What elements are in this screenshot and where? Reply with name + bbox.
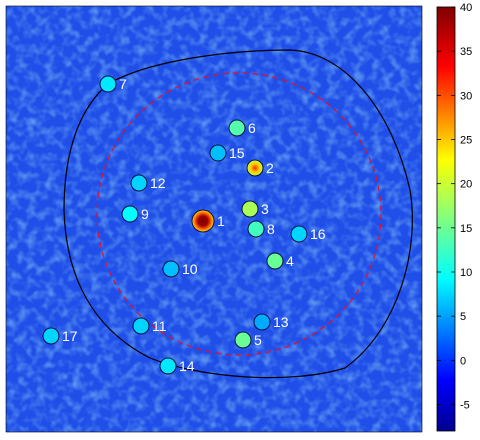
source-16: 16: [290, 225, 326, 243]
source-14-blob: [160, 358, 176, 374]
source-2-blob: [247, 160, 263, 176]
source-11-ring: [132, 317, 150, 335]
source-10-ring: [162, 260, 180, 278]
source-6-blob: [229, 120, 245, 136]
source-16-ring: [290, 225, 308, 243]
source-label-3: 3: [261, 201, 269, 217]
source-label-5: 5: [254, 332, 262, 348]
source-4-ring: [266, 252, 284, 270]
source-8-blob: [248, 221, 264, 237]
source-2: 2: [246, 159, 274, 177]
source-7: 7: [99, 75, 127, 93]
source-8: 8: [247, 220, 275, 238]
source-label-1: 1: [217, 213, 225, 229]
source-11-blob: [133, 318, 149, 334]
source-9-blob: [122, 206, 138, 222]
source-label-7: 7: [119, 76, 127, 92]
colorbar-tick-label: -5: [460, 400, 470, 412]
colorbar-tick-label: 40: [460, 2, 472, 14]
source-7-ring: [99, 75, 117, 93]
source-12-blob: [131, 175, 147, 191]
colorbar-tick-label: 25: [460, 135, 472, 147]
source-15-blob: [210, 145, 226, 161]
source-9-ring: [121, 205, 139, 223]
source-label-14: 14: [179, 358, 195, 374]
source-label-10: 10: [182, 261, 198, 277]
source-3-ring: [241, 200, 259, 218]
source-17-blob: [43, 328, 59, 344]
source-6: 6: [228, 119, 256, 137]
colorbar-gradient: [436, 6, 456, 432]
colorbar-tick-label: 35: [460, 46, 472, 58]
source-13-ring: [253, 313, 271, 331]
source-7-blob: [100, 76, 116, 92]
source-label-4: 4: [286, 253, 294, 269]
source-label-9: 9: [141, 206, 149, 222]
outer-boundary-contour: [63, 49, 413, 379]
source-8-ring: [247, 220, 265, 238]
source-label-11: 11: [152, 318, 167, 334]
heatmap-frame: [5, 5, 423, 433]
colorbar: -5 0 5 10 15 20 25 30 35 40: [436, 2, 472, 432]
source-10-blob: [163, 261, 179, 277]
source-label-8: 8: [267, 221, 275, 237]
source-12: 12: [130, 174, 166, 192]
source-label-2: 2: [266, 160, 274, 176]
source-6-ring: [228, 119, 246, 137]
source-5: 5: [234, 331, 262, 349]
source-label-17: 17: [62, 328, 78, 344]
source-1: 1: [191, 209, 225, 233]
colorbar-tick-label: 30: [460, 90, 472, 102]
source-label-15: 15: [229, 145, 245, 161]
colorbar-tick-label: 10: [460, 267, 472, 279]
source-12-ring: [130, 174, 148, 192]
colorbar-tick-label: 0: [460, 355, 466, 367]
source-1-blob: [192, 210, 214, 232]
source-16-blob: [291, 226, 307, 242]
colorbar-tick-label: 5: [460, 311, 466, 323]
source-10: 10: [162, 260, 198, 278]
colorbar-tick-label: 15: [460, 223, 472, 235]
source-17-ring: [42, 327, 60, 345]
source-label-16: 16: [310, 226, 326, 242]
source-13: 13: [253, 313, 289, 331]
source-2-ring: [246, 159, 264, 177]
source-5-ring: [234, 331, 252, 349]
source-4-blob: [267, 253, 283, 269]
source-label-12: 12: [150, 175, 166, 191]
source-3-blob: [242, 201, 258, 217]
colorbar-tick-label: 20: [460, 179, 472, 191]
source-4: 4: [266, 252, 294, 270]
source-label-13: 13: [273, 314, 289, 330]
colorbar-ticks: -5 0 5 10 15 20 25 30 35 40: [437, 2, 472, 412]
source-label-6: 6: [248, 120, 256, 136]
source-14-ring: [159, 357, 177, 375]
source-15-ring: [209, 144, 227, 162]
source-17: 17: [42, 327, 78, 345]
source-1-ring: [191, 209, 215, 233]
source-11: 11: [132, 317, 167, 335]
source-14: 14: [159, 357, 195, 375]
source-5-blob: [235, 332, 251, 348]
source-9: 9: [121, 205, 149, 223]
inner-aperture-contour: [96, 72, 382, 356]
source-3: 3: [241, 200, 269, 218]
source-13-blob: [254, 314, 270, 330]
source-15: 15: [209, 144, 245, 162]
